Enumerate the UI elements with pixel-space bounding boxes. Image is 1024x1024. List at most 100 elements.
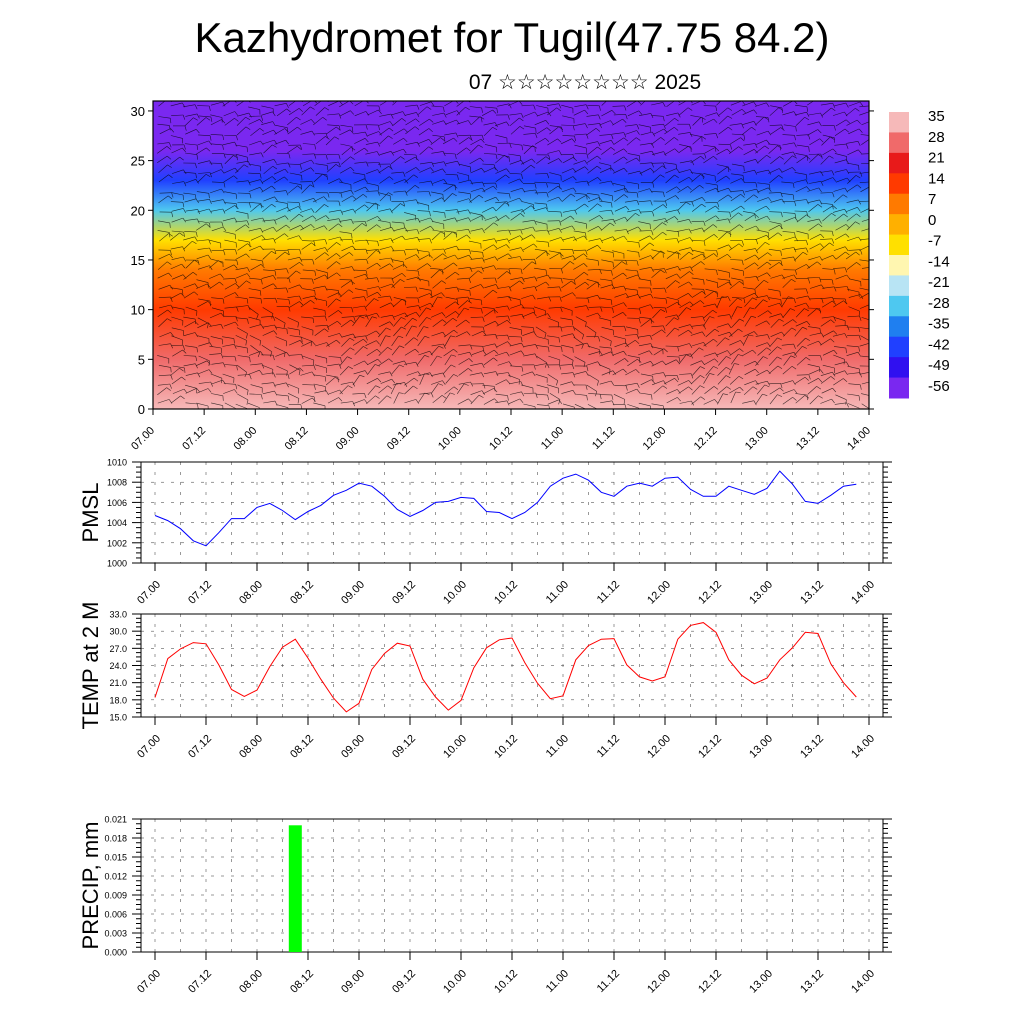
wind-barb	[859, 327, 869, 330]
wind-barb-feather	[806, 199, 809, 205]
wind-barb	[718, 107, 728, 116]
wind-barb-feather	[209, 247, 212, 253]
wind-barb	[781, 193, 794, 196]
wind-barb	[586, 244, 598, 251]
wind-barb-feather	[482, 331, 487, 336]
wind-barb	[158, 365, 171, 368]
wind-barb	[172, 349, 183, 357]
chart-subtitle: 07 ☆☆☆☆☆☆☆☆ 2025	[468, 71, 702, 94]
wind-barb	[561, 280, 572, 289]
wind-barb	[159, 192, 172, 194]
wind-barb-feather	[597, 146, 602, 151]
wind-barb-feather	[194, 321, 199, 326]
x-tick-label: 10.12	[487, 425, 515, 453]
wind-barb-feather	[547, 111, 552, 117]
wind-barb	[405, 237, 418, 240]
wind-barb-feather	[400, 203, 405, 207]
wind-barb	[665, 168, 677, 174]
wind-barb-feather	[857, 207, 861, 212]
wind-barb-feather	[725, 97, 729, 99]
wind-barb-feather	[561, 278, 563, 284]
wind-barb-feather	[623, 137, 628, 142]
wind-barb	[196, 223, 207, 231]
wind-barb-feather	[375, 395, 380, 399]
wind-barb	[196, 239, 209, 242]
wind-barb-feather	[520, 229, 523, 235]
wind-barb-feather	[247, 243, 252, 248]
wind-barb-feather	[310, 106, 315, 110]
wind-barb	[341, 333, 354, 338]
wind-barb-feather	[245, 126, 251, 130]
wind-barb	[588, 351, 601, 356]
wind-barb-feather	[754, 262, 759, 267]
wind-barb-feather	[560, 307, 563, 313]
wind-barb	[261, 176, 273, 183]
wind-barb-feather	[660, 137, 665, 141]
wind-barb-feather	[508, 372, 511, 378]
wind-barb-feather	[404, 179, 409, 184]
wind-barb	[250, 235, 263, 241]
x-tick-label: 13.12	[794, 425, 822, 453]
wind-barb-feather	[430, 180, 434, 186]
wind-barb-feather	[495, 284, 499, 289]
wind-barb-feather	[882, 281, 886, 284]
wind-barb-feather	[413, 337, 419, 341]
wind-barb	[170, 232, 180, 241]
wind-barb-feather	[762, 393, 768, 396]
wind-barb-feather	[742, 175, 744, 181]
wind-barb	[444, 245, 457, 250]
wind-barb-feather	[611, 394, 614, 400]
wind-barb	[521, 294, 533, 299]
wind-barb	[875, 322, 886, 326]
wind-barb-feather	[403, 264, 408, 269]
wind-barb	[666, 251, 677, 259]
wind-barb-feather	[638, 110, 643, 115]
wind-barb-feather	[349, 129, 354, 134]
wind-barb	[744, 316, 752, 327]
wind-barb-feather	[713, 366, 719, 369]
wind-barb	[757, 154, 767, 164]
wind-barb-feather	[713, 338, 718, 343]
wind-barb	[392, 118, 402, 127]
wind-barb	[235, 335, 247, 341]
wind-barb	[209, 312, 222, 319]
wind-barb	[508, 381, 521, 385]
wind-barb	[690, 115, 703, 118]
wind-barb-feather	[168, 233, 173, 237]
wind-barb-feather	[259, 128, 264, 132]
wind-barb-feather	[272, 369, 274, 375]
wind-barb-feather	[423, 326, 429, 329]
wind-barb-feather	[450, 364, 456, 368]
wind-barb	[547, 158, 559, 165]
y-tick-label: 0.018	[104, 834, 127, 844]
x-tick-label: 12.12	[696, 579, 724, 607]
wind-barb-feather	[597, 244, 602, 250]
wind-barb	[404, 112, 417, 116]
wind-barb	[574, 356, 586, 363]
wind-barb-feather	[637, 358, 642, 363]
wind-barb-feather	[690, 353, 693, 359]
wind-barb	[366, 378, 378, 385]
wind-barb-feather	[714, 328, 720, 333]
wind-barb	[653, 222, 663, 231]
wind-barb-feather	[182, 147, 186, 153]
wind-barb	[404, 212, 416, 216]
wind-barb	[211, 379, 223, 385]
wind-barb-feather	[763, 116, 769, 120]
wind-barb	[521, 326, 534, 328]
wind-barb-feather	[453, 137, 458, 142]
wind-barb	[509, 327, 522, 330]
wind-barb-feather	[220, 312, 225, 318]
wind-barb	[235, 144, 248, 148]
wind-barb	[653, 128, 665, 135]
wind-barb	[705, 288, 718, 293]
colorbar-label: 0	[928, 212, 936, 229]
wind-barb-feather	[884, 236, 888, 240]
wind-barb-feather	[507, 341, 512, 346]
wind-barb	[639, 267, 652, 270]
wind-barb	[835, 224, 847, 231]
wind-barb-feather	[340, 357, 342, 363]
wind-barb	[328, 310, 339, 318]
wind-barb-feather	[662, 102, 666, 107]
wind-barb-feather	[858, 149, 862, 154]
